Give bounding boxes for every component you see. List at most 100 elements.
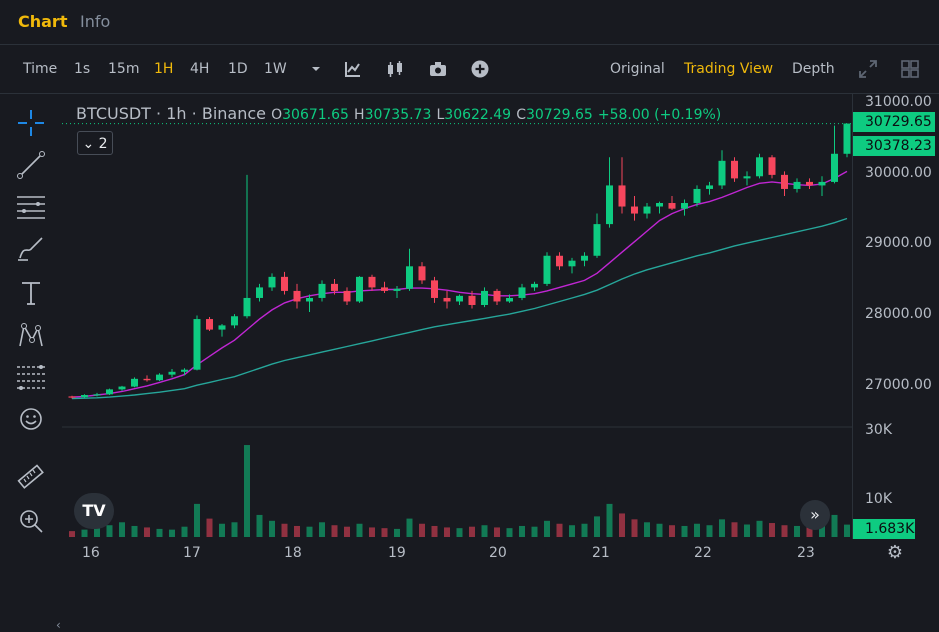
tab-chart[interactable]: Chart	[18, 12, 68, 31]
last-volume-badge: 1.683K	[853, 519, 915, 539]
candle-body	[406, 266, 413, 289]
price-tick: 30000.00	[865, 165, 932, 181]
fullscreen-icon[interactable]	[858, 59, 878, 79]
volume-bar	[369, 527, 375, 537]
time-tick: 20	[489, 545, 507, 561]
settings-gear-icon[interactable]: ⚙	[886, 542, 904, 563]
volume-bar	[794, 525, 800, 537]
pattern-icon[interactable]	[16, 320, 46, 350]
candle-body	[556, 255, 563, 267]
interval-15m[interactable]: 15m	[108, 61, 140, 77]
interval-1d[interactable]: 1D	[228, 61, 248, 77]
volume-bar	[206, 518, 213, 537]
volume-bar	[719, 519, 725, 537]
candle-body	[443, 297, 451, 302]
volume-bar	[469, 526, 475, 537]
layout-grid-icon[interactable]	[900, 59, 920, 79]
zoom-in-icon[interactable]	[16, 506, 46, 536]
time-axis[interactable]: 16 17 18 19 20 21 22 23	[62, 539, 852, 564]
interval-4h[interactable]: 4H	[190, 61, 210, 77]
indicators-icon[interactable]	[343, 59, 363, 79]
collapse-toolbar-icon[interactable]: ‹	[56, 618, 61, 632]
volume-bar	[181, 526, 188, 537]
tab-info[interactable]: Info	[80, 12, 111, 31]
price-tick: 28000.00	[865, 306, 932, 322]
scroll-to-realtime-button[interactable]: »	[800, 500, 830, 530]
candle-body	[493, 290, 501, 302]
candle-body	[156, 374, 163, 381]
view-original[interactable]: Original	[610, 61, 665, 77]
interval-dropdown-icon[interactable]	[306, 59, 326, 79]
volume-bar	[269, 520, 275, 537]
low-label: L	[436, 107, 445, 123]
crosshair-icon[interactable]	[16, 108, 46, 138]
camera-icon[interactable]	[428, 59, 448, 79]
interval-1h[interactable]: 1H	[154, 61, 174, 77]
text-tool-icon[interactable]	[16, 278, 46, 308]
candle-body	[118, 386, 126, 390]
candle-body	[293, 290, 301, 302]
interval-1w[interactable]: 1W	[264, 61, 287, 77]
candle-body	[168, 371, 176, 375]
brush-icon[interactable]	[16, 234, 46, 264]
candle-body	[531, 283, 538, 288]
volume-bar	[169, 529, 175, 537]
fibonacci-icon[interactable]	[16, 362, 46, 392]
open-label: O	[271, 107, 283, 123]
dot-separator: ·	[156, 104, 162, 123]
candle-type-icon[interactable]	[385, 59, 405, 79]
chevron-down-icon: ⌄	[82, 136, 95, 152]
volume-bar	[394, 528, 400, 537]
tradingview-logo[interactable]: TV	[74, 493, 114, 529]
price-axis[interactable]: 31000.00 30729.65 30378.23 30000.00 2900…	[852, 94, 939, 539]
volume-bar	[819, 525, 825, 537]
candle-body	[181, 369, 188, 372]
price-tick: 29000.00	[865, 235, 932, 251]
top-tab-bar: Chart Info	[0, 0, 939, 45]
chart-area[interactable]	[62, 94, 852, 539]
volume-bar	[231, 522, 238, 537]
candle-body	[81, 395, 88, 398]
candle-body	[206, 319, 213, 330]
volume-bar	[119, 522, 125, 537]
candle-body	[681, 203, 688, 209]
indicator-toggle-button[interactable]: ⌄ 2	[77, 131, 113, 155]
emoji-icon[interactable]	[16, 404, 46, 434]
volume-bar	[519, 525, 525, 537]
candle-body	[381, 287, 388, 291]
interval-1s[interactable]: 1s	[74, 61, 91, 77]
candle-body	[131, 378, 138, 387]
volume-bar	[444, 527, 450, 537]
time-tick: 23	[797, 545, 815, 561]
candle-body	[843, 123, 851, 154]
volume-bar	[731, 522, 738, 537]
volume-bar	[694, 523, 700, 537]
candle-body	[68, 396, 76, 398]
horizontal-lines-icon[interactable]	[16, 192, 46, 222]
candle-body	[143, 378, 151, 381]
volume-bar	[294, 525, 300, 537]
candle-body	[356, 276, 363, 302]
ruler-icon[interactable]	[16, 462, 46, 492]
time-label: Time	[23, 61, 58, 77]
candle-body	[743, 176, 751, 179]
view-depth[interactable]: Depth	[792, 61, 835, 77]
candle-body	[568, 260, 576, 267]
volume-bar	[656, 523, 663, 537]
candle-body	[256, 287, 263, 298]
high-label: H	[354, 107, 365, 123]
volume-bar	[706, 525, 713, 537]
candle-body	[218, 325, 226, 330]
volume-bar	[131, 525, 138, 537]
volume-bar	[156, 528, 163, 537]
candle-body	[468, 295, 476, 305]
volume-bar	[831, 514, 838, 537]
view-trading-view[interactable]: Trading View	[684, 61, 774, 77]
volume-bar	[81, 529, 88, 537]
trend-line-icon[interactable]	[16, 150, 46, 180]
candle-body	[456, 295, 463, 302]
volume-bar	[481, 525, 488, 537]
add-icon[interactable]	[470, 59, 490, 79]
symbol-pair: BTCUSDT	[76, 104, 151, 123]
volume-bar	[381, 528, 388, 537]
